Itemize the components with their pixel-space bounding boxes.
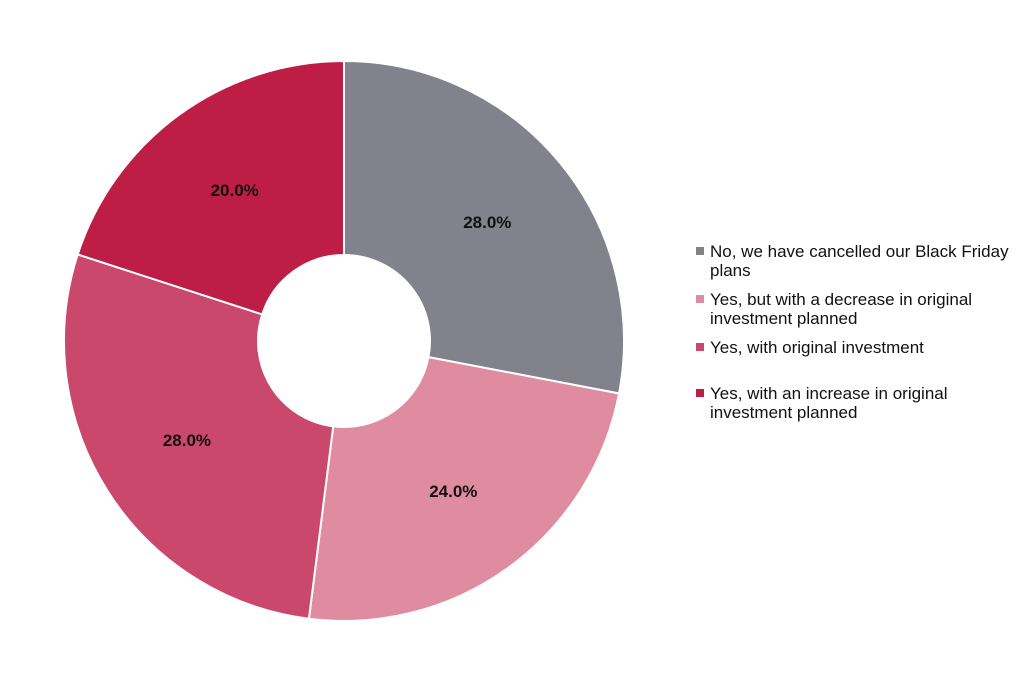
legend-swatch [696,343,704,351]
legend-swatch [696,247,704,255]
legend-label: Yes, with original investment [710,338,924,357]
data-label-1: 24.0% [429,482,477,501]
legend-label: Yes, but with a decrease in original inv… [710,290,973,328]
legend-label: No, we have cancelled our Black Friday p… [710,242,1009,280]
chart-legend: No, we have cancelled our Black Friday p… [696,242,1016,422]
legend-item-1: Yes, but with a decrease in original inv… [696,290,1016,328]
data-label-0: 28.0% [463,213,511,232]
legend-label: Yes, with an increase in original invest… [710,384,948,422]
donut-slice-1 [307,355,621,622]
legend-item-0: No, we have cancelled our Black Friday p… [696,242,1016,280]
legend-swatch [696,295,704,303]
donut-slice-2 [63,253,335,620]
donut-slice-3 [76,59,345,316]
donut-slice-0 [343,59,625,395]
legend-swatch [696,389,704,397]
data-label-3: 20.0% [211,181,259,200]
legend-item-3: Yes, with an increase in original invest… [696,384,1016,422]
data-label-2: 28.0% [163,431,211,450]
legend-item-2: Yes, with original investment [696,338,1016,357]
